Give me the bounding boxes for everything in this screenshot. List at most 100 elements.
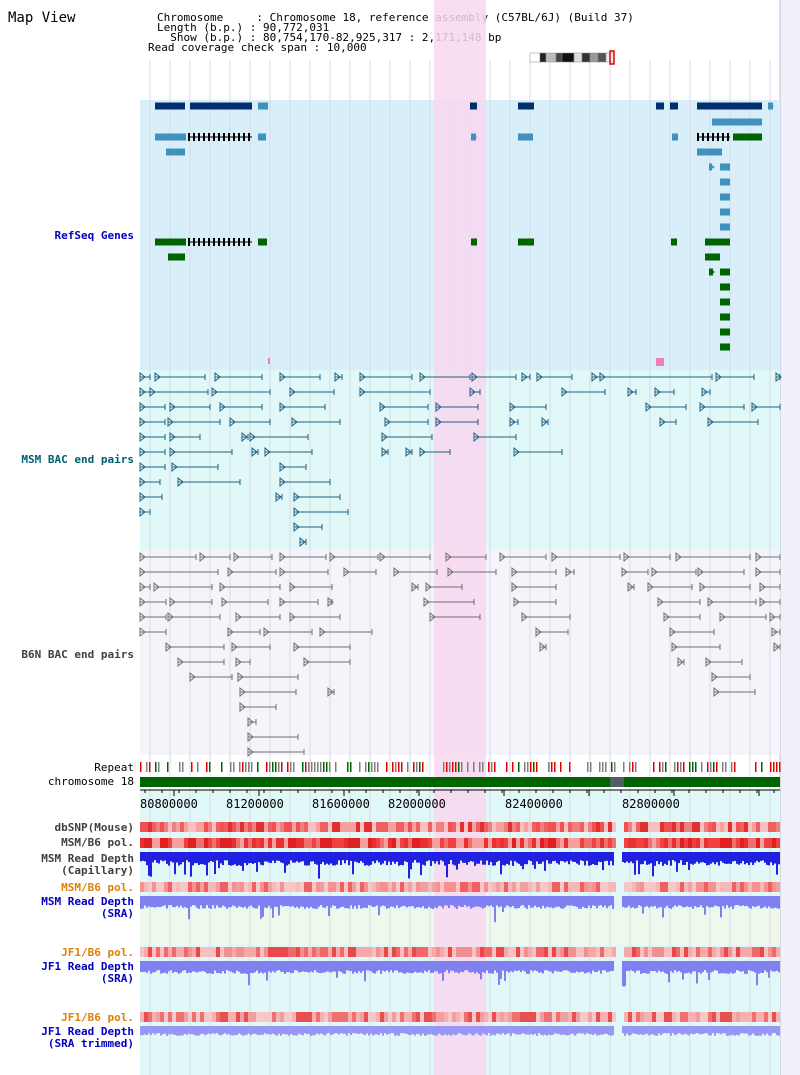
heat-cell (504, 947, 508, 957)
heat-cell (468, 822, 472, 832)
depth-bar (754, 1026, 756, 1036)
bac-end-arrow (359, 371, 366, 383)
heat-cell (400, 882, 404, 892)
jf1-read-depth-trimmed-label[interactable]: JF1 Read Depth (SRA trimmed) (41, 1025, 134, 1050)
msm-read-depth-sra-label[interactable]: MSM Read Depth (SRA) (41, 895, 134, 920)
depth-bar (254, 896, 256, 909)
bac-end-arrow (759, 581, 766, 593)
depth-bar (316, 1026, 318, 1034)
jf1-b6-pol-label-1[interactable]: JF1/B6 pol. (61, 946, 134, 959)
depth-bar (738, 961, 740, 971)
heat-cell (508, 1012, 512, 1022)
depth-bar (332, 1026, 334, 1035)
repeat-element (482, 762, 484, 772)
msm-b6-pol-label-1[interactable]: MSM/B6 pol. (61, 836, 134, 849)
heat-cell (480, 822, 484, 832)
depth-bar (450, 896, 452, 906)
bac-end-arrow (303, 656, 310, 668)
heat-cell (172, 822, 176, 832)
depth-bar (488, 852, 490, 865)
depth-bar (760, 852, 762, 861)
heat-cell (232, 947, 236, 957)
gene-block (697, 102, 762, 110)
depth-bar (160, 1026, 162, 1036)
depth-bar (422, 852, 424, 865)
depth-bar (254, 961, 256, 973)
depth-bar (498, 961, 500, 985)
depth-bar (244, 1026, 246, 1036)
depth-bar (404, 896, 406, 907)
refseq-genes-label[interactable]: RefSeq Genes (54, 229, 134, 242)
heat-cell (488, 947, 492, 957)
depth-bar (568, 1026, 570, 1036)
repeat-element (413, 762, 415, 772)
depth-bar (288, 1026, 290, 1036)
bac-end-arrow (384, 416, 391, 428)
bac-end-arrow (279, 596, 286, 608)
heat-cell (528, 822, 532, 832)
depth-bar (492, 852, 494, 866)
heat-cell (340, 882, 344, 892)
depth-bar (420, 852, 422, 876)
heat-cell (168, 947, 172, 957)
bac-end-arrow (707, 596, 714, 608)
depth-bar (154, 1026, 156, 1035)
b6n-bac-label[interactable]: B6N BAC end pairs (21, 648, 134, 661)
heat-cell (492, 838, 496, 848)
depth-bar (388, 961, 390, 973)
depth-bar (464, 1026, 466, 1036)
heat-cell (272, 947, 276, 957)
depth-bar (532, 961, 534, 972)
depth-bar (694, 896, 696, 907)
depth-bar (150, 852, 152, 877)
heat-cell (284, 1012, 288, 1022)
depth-bar (750, 1026, 752, 1036)
depth-bar (666, 852, 668, 865)
depth-bar (732, 1026, 734, 1036)
heat-cell (148, 1012, 152, 1022)
depth-bar (546, 1026, 548, 1036)
heat-cell (268, 838, 272, 848)
depth-bar (378, 852, 380, 863)
depth-bar (212, 1026, 214, 1034)
gene-arrow (768, 102, 774, 110)
heat-cell (752, 822, 756, 832)
heat-cell (532, 822, 536, 832)
depth-bar (530, 961, 532, 971)
jf1-b6-pol-label-2[interactable]: JF1/B6 pol. (61, 1011, 134, 1024)
depth-bar (752, 896, 754, 907)
depth-bar (140, 1026, 142, 1036)
repeat-element (779, 762, 781, 772)
heat-cell (580, 838, 584, 848)
depth-bar (512, 961, 514, 973)
depth-bar (282, 896, 284, 907)
dbsnp-label[interactable]: dbSNP(Mouse) (54, 821, 134, 834)
heat-cell (236, 882, 240, 892)
depth-bar (274, 852, 276, 863)
depth-bar (198, 896, 200, 909)
heat-cell (688, 822, 692, 832)
heat-cell (600, 882, 604, 892)
depth-bar (638, 852, 640, 875)
heat-cell (776, 1012, 780, 1022)
depth-bar (240, 852, 242, 866)
bac-end-arrow (561, 386, 568, 398)
depth-bar (598, 896, 600, 906)
msm-read-depth-capillary-label[interactable]: MSM Read Depth (Capillary) (41, 852, 134, 877)
depth-bar (522, 896, 524, 906)
heat-cell (548, 882, 552, 892)
bac-end-arrow (669, 626, 676, 638)
depth-bar (206, 852, 208, 876)
depth-bar (764, 852, 766, 863)
msm-b6-pol-label-2[interactable]: MSM/B6 pol. (61, 881, 134, 894)
heat-cell (196, 947, 200, 957)
msm-bac-label[interactable]: MSM BAC end pairs (21, 453, 134, 466)
repeat-element (293, 762, 295, 772)
heat-cell (436, 882, 440, 892)
repeat-element (713, 762, 715, 772)
jf1-read-depth-sra-label[interactable]: JF1 Read Depth (SRA) (41, 960, 134, 985)
heat-cell (304, 947, 308, 957)
depth-bar (324, 961, 326, 973)
depth-bar (522, 961, 524, 971)
